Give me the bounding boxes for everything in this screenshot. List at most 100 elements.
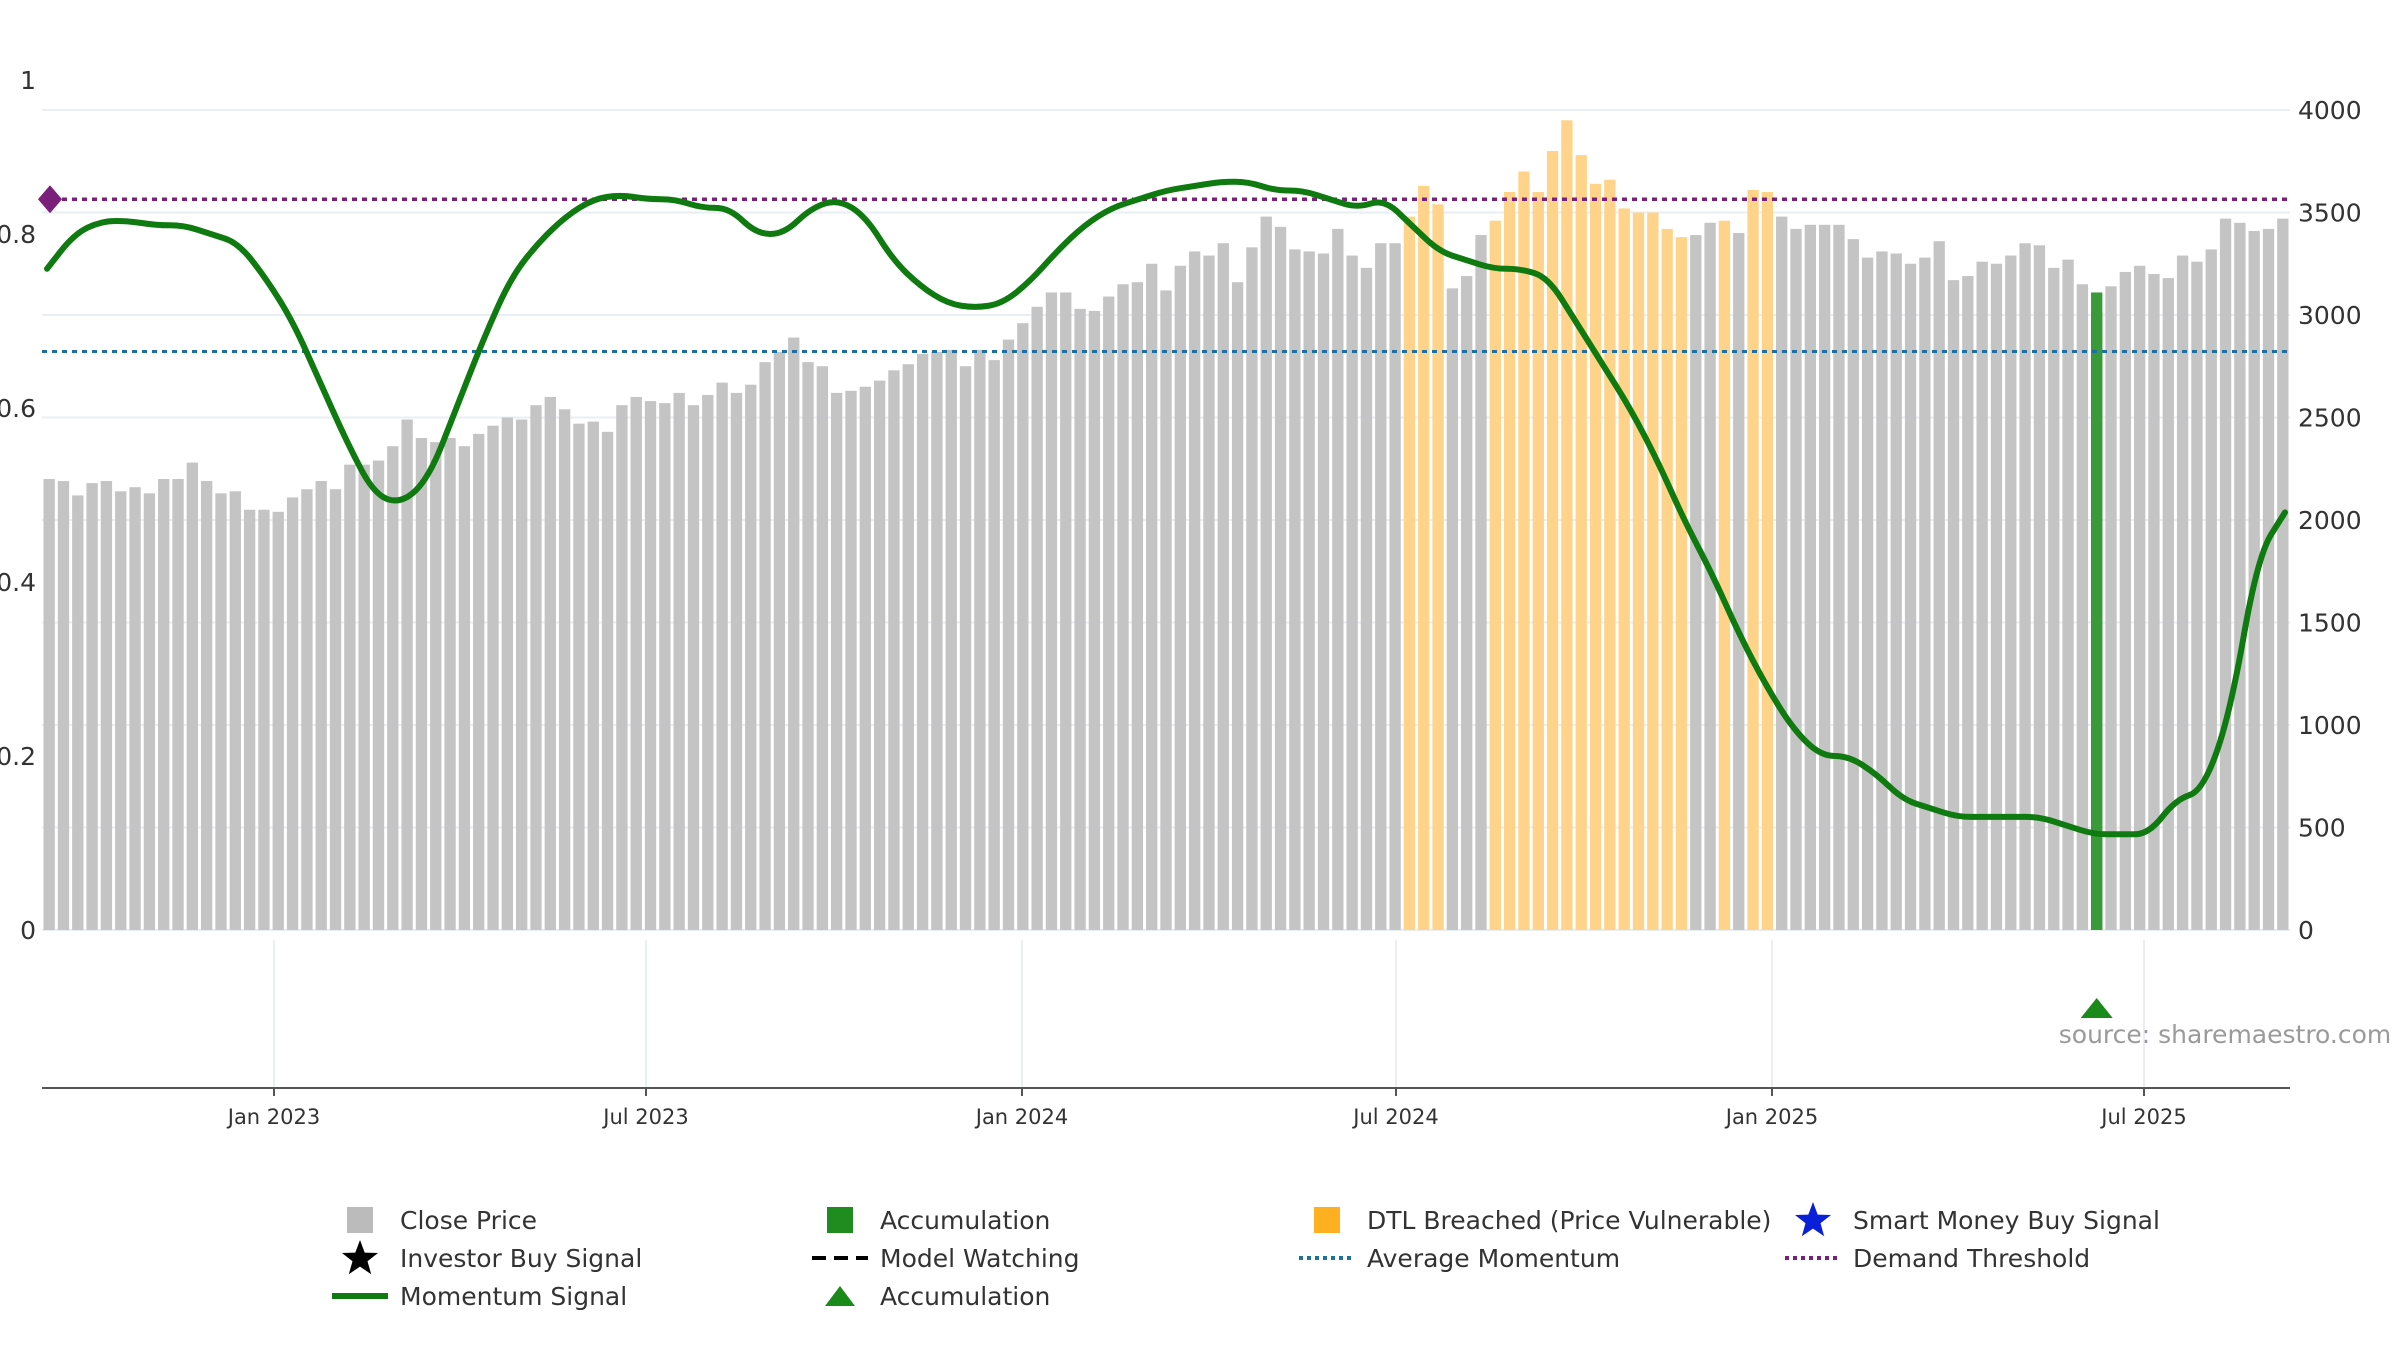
close-price-bar	[1160, 290, 1172, 930]
close-price-bar	[845, 390, 857, 931]
dtl-breached-bar	[1675, 237, 1688, 931]
dtl-breached-bar	[1418, 185, 1430, 931]
dtl-breached-bar	[1632, 212, 1645, 930]
close-price-bar	[1776, 216, 1788, 931]
close-price-bar	[1303, 251, 1315, 930]
close-price-bar	[1174, 265, 1186, 930]
close-price-bar	[401, 419, 413, 930]
close-price-bar	[974, 349, 986, 931]
close-price-bar	[1274, 226, 1287, 931]
close-price-bar	[329, 489, 342, 930]
right-axis-tick: 0	[2298, 916, 2314, 945]
close-price-bar	[616, 405, 628, 930]
markers-layer	[2080, 998, 2113, 1018]
close-price-bar	[1890, 253, 1902, 930]
close-price-bar	[1131, 282, 1144, 930]
close-price-bar	[831, 392, 843, 930]
x-axis-tick: Jan 2023	[226, 1105, 321, 1129]
close-price-bar	[659, 403, 671, 930]
close-price-bar	[2133, 265, 2146, 930]
close-price-bar	[301, 489, 313, 930]
close-price-bar	[702, 394, 714, 930]
dtl-breached-bar	[1403, 216, 1416, 931]
close-price-bar	[444, 438, 456, 930]
close-price-bar	[2019, 243, 2031, 930]
close-price-bar	[229, 491, 241, 930]
close-price-bar	[802, 362, 814, 930]
close-price-bar	[716, 382, 728, 930]
close-price-bar	[1990, 263, 2003, 930]
close-price-bar	[1074, 308, 1086, 931]
close-price-bar	[859, 386, 871, 930]
right-axis-tick: 2000	[2298, 506, 2362, 535]
close-price-bar	[2234, 222, 2246, 930]
close-price-bar	[2048, 267, 2060, 931]
close-price-bar	[1117, 284, 1129, 930]
x-axis-tick: Jan 2025	[1724, 1105, 1819, 1129]
close-price-bar	[1360, 267, 1373, 931]
close-price-bar	[1833, 224, 1845, 931]
close-price-bar	[2176, 255, 2189, 931]
left-axis-tick: 0	[20, 916, 36, 945]
close-price-bar	[730, 392, 743, 930]
dtl-breached-bar	[1489, 220, 1501, 930]
close-price-bar	[57, 481, 70, 930]
right-axis-tick: 500	[2298, 814, 2346, 843]
left-axis-tick: 0.4	[0, 568, 36, 597]
close-price-bar	[72, 495, 84, 930]
close-price-bar	[1919, 257, 1931, 931]
close-price-bar	[1790, 228, 1802, 930]
close-price-bar	[544, 397, 556, 930]
close-price-bar	[1045, 292, 1058, 930]
close-price-bar	[2119, 271, 2131, 930]
close-price-bar	[2205, 249, 2217, 930]
close-price-bar	[1017, 323, 1029, 930]
close-price-bar	[1088, 310, 1101, 930]
dtl-breached-bar	[1589, 183, 1602, 931]
close-price-bar	[687, 405, 700, 930]
close-price-bar	[873, 380, 886, 931]
close-price-bar	[2105, 286, 2117, 930]
close-price-bar	[587, 421, 599, 930]
close-price-bar	[2262, 228, 2275, 930]
close-price-bar	[530, 405, 542, 930]
close-price-bar	[1804, 224, 1816, 931]
close-price-bar	[902, 364, 914, 930]
close-price-bar	[2277, 218, 2289, 930]
dtl-breached-bar	[1604, 179, 1616, 930]
dtl-breached-bar	[1618, 208, 1630, 930]
right-axis-tick: 4000	[2298, 96, 2362, 125]
close-price-bar	[1933, 241, 1945, 930]
close-price-bar	[788, 337, 800, 930]
right-axis-tick: 3500	[2298, 199, 2362, 228]
close-price-bar	[415, 438, 428, 930]
dtl-breached-bar	[1546, 151, 1559, 930]
close-price-bar	[945, 349, 957, 931]
close-price-bar	[1861, 257, 1874, 931]
close-price-bar	[888, 370, 900, 931]
left-axis-tick: 0.2	[0, 742, 36, 771]
right-axis-tick: 2500	[2298, 404, 2362, 433]
left-axis-tick: 0.6	[0, 394, 36, 423]
close-price-bar	[959, 366, 972, 930]
x-axis-tick: Jul 2023	[601, 1105, 688, 1129]
dtl-breached-bar	[1518, 171, 1530, 930]
x-axis-tick: Jan 2024	[974, 1105, 1069, 1129]
close-price-bar	[358, 464, 370, 930]
momentum-signal-line	[44, 178, 2288, 838]
axes-layer: 0 0.2 0.4 0.6 0.8 1 0 500 1000 1500 2000 2500 3000 35…	[0, 66, 2362, 1129]
bars-layer	[43, 120, 2289, 931]
close-price-bar	[1375, 243, 1387, 930]
close-price-bar	[2062, 259, 2074, 930]
close-price-bar	[143, 493, 156, 930]
close-price-bar	[387, 446, 399, 930]
close-price-bar	[286, 497, 299, 930]
close-price-bar	[1031, 306, 1043, 930]
x-axis-tick: Jul 2025	[2099, 1105, 2186, 1129]
close-price-bar	[2076, 284, 2089, 930]
accumulation-marker	[2080, 998, 2113, 1018]
close-price-bar	[215, 493, 227, 930]
close-price-bar	[931, 351, 943, 930]
close-price-bar	[1203, 255, 1215, 931]
